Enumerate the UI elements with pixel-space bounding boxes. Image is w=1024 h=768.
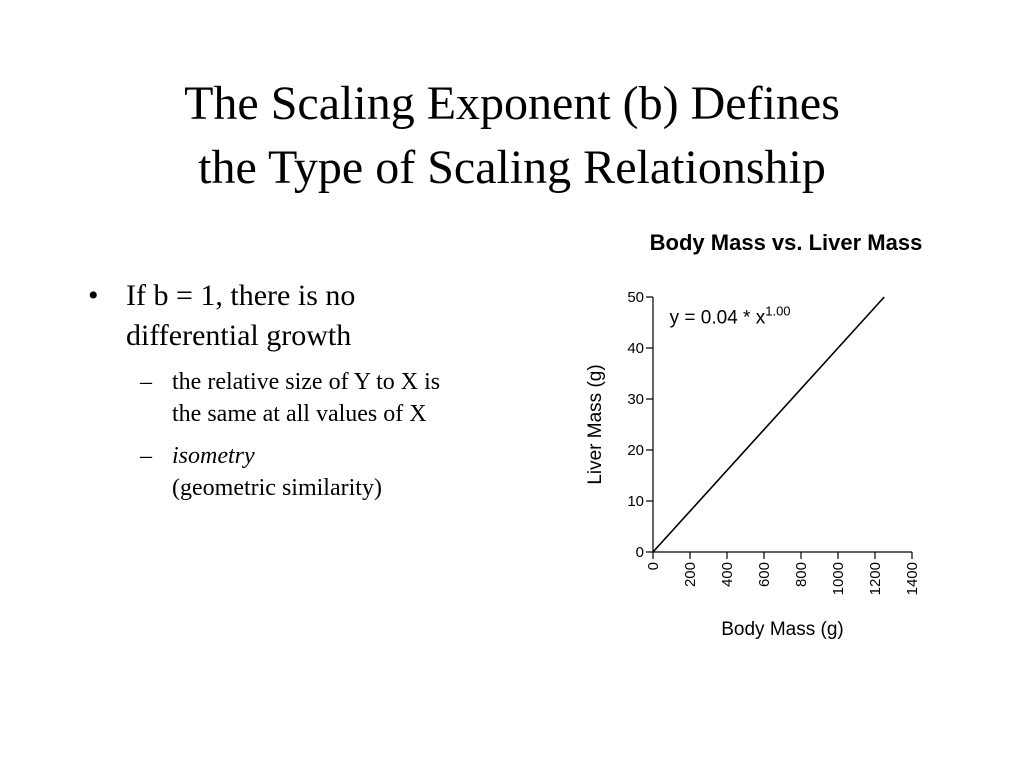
- x-tick-label: 1400: [904, 562, 921, 595]
- x-axis-label: Body Mass (g): [721, 619, 843, 640]
- y-tick-label: 0: [636, 544, 644, 561]
- sub-bullet-text-line-2: the same at all values of X: [172, 401, 427, 427]
- slide-title: The Scaling Exponent (b) Defines the Typ…: [0, 72, 1024, 200]
- sub-bullet-item: – the relative size of Y to X is the sam…: [88, 366, 578, 430]
- bullet-mark: •: [88, 279, 99, 312]
- bullet-item: • If b = 1, there is no differential gro…: [88, 276, 578, 356]
- x-tick-label: 400: [719, 562, 736, 587]
- isometry-term: isometry: [172, 443, 255, 469]
- y-tick-label: 30: [627, 391, 644, 408]
- liver-mass-chart: 0 10 20 30 40 50 0 200 400 600 800 1000 1200 1400 y …: [585, 289, 921, 640]
- chart-title: Body Mass vs. Liver Mass: [649, 230, 923, 255]
- y-tick-label: 20: [627, 442, 644, 459]
- bullet-text-line-1: If b = 1, there is no: [126, 279, 356, 312]
- y-tick-label: 10: [627, 493, 644, 510]
- equation-base: y = 0.04 * x: [670, 308, 766, 329]
- bullet-text-line-2: differential growth: [126, 319, 352, 352]
- series-group: [652, 296, 885, 553]
- equation-label: y = 0.04 * x1.00: [670, 304, 791, 329]
- y-tick-label: 40: [627, 340, 644, 357]
- sub-bullet-text-line-1: the relative size of Y to X is: [172, 369, 441, 395]
- x-ticks: 0 200 400 600 800 1000 1200 1400: [645, 552, 921, 595]
- series-line: [652, 296, 885, 553]
- sub-bullet-item: – isometry (geometric similarity): [88, 440, 578, 504]
- x-tick-label: 800: [793, 562, 810, 587]
- x-tick-label: 600: [756, 562, 773, 587]
- slide-title-line-2: the Type of Scaling Relationship: [198, 141, 826, 194]
- sub-bullet-text-line-2: (geometric similarity): [172, 475, 382, 501]
- dash-mark: –: [140, 443, 152, 469]
- slide-title-line-1: The Scaling Exponent (b) Defines: [184, 77, 840, 130]
- bullet-list: • If b = 1, there is no differential gro…: [88, 276, 578, 504]
- y-axis-label: Liver Mass (g): [585, 364, 606, 484]
- x-tick-label: 200: [682, 562, 699, 587]
- dash-mark: –: [140, 369, 152, 395]
- x-tick-label: 0: [645, 562, 662, 570]
- x-tick-label: 1000: [830, 562, 847, 595]
- y-tick-label: 50: [627, 289, 644, 306]
- x-tick-label: 1200: [867, 562, 884, 595]
- equation-exponent: 1.00: [765, 304, 790, 319]
- y-ticks: 0 10 20 30 40 50: [627, 289, 653, 561]
